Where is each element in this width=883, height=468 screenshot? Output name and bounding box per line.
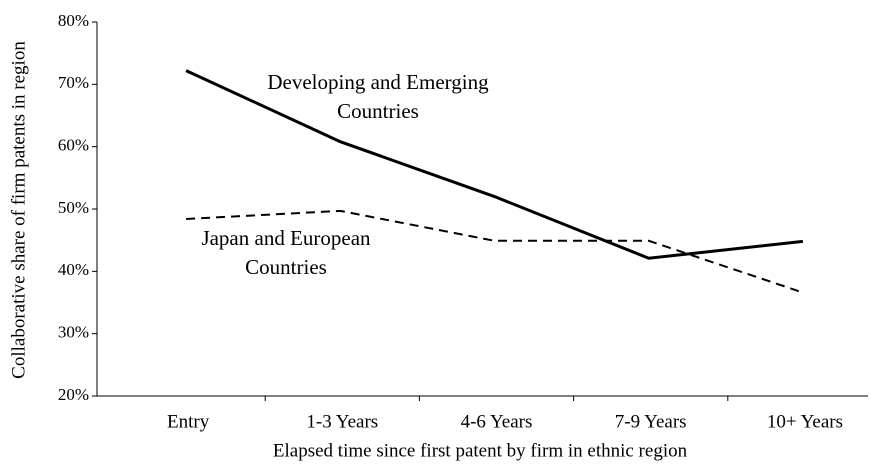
y-axis-title: Collaborative share of firm patents in r… (8, 41, 29, 379)
series-annotation: Japan and European (201, 226, 371, 250)
x-tick-label: Entry (167, 411, 210, 432)
y-tick-label: 30% (58, 323, 89, 342)
y-tick-label: 40% (58, 260, 89, 279)
y-tick-label: 80% (58, 11, 89, 30)
y-tick-label: 20% (58, 385, 89, 404)
series-annotation: Countries (337, 99, 419, 123)
y-tick-label: 70% (58, 73, 89, 92)
x-tick-label: 4-6 Years (461, 411, 533, 432)
x-tick-label: 7-9 Years (615, 411, 687, 432)
y-tick-label: 60% (58, 136, 89, 155)
x-axis-title: Elapsed time since first patent by firm … (273, 440, 688, 461)
series-line (185, 69, 804, 260)
x-tick-label: 10+ Years (767, 411, 843, 432)
series-annotation: Developing and Emerging (267, 70, 489, 94)
x-tick-label: 1-3 Years (306, 411, 378, 432)
y-tick-label: 50% (58, 198, 89, 217)
series-annotation: Countries (245, 255, 327, 279)
